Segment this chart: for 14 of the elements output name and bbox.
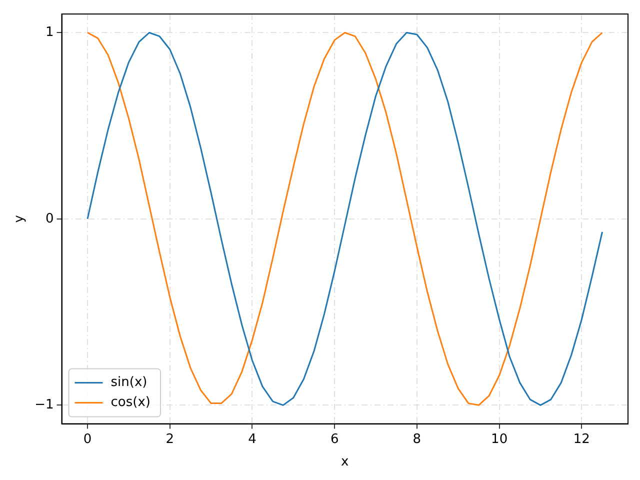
legend-label: cos(x) bbox=[110, 395, 150, 410]
x-tick-label: 8 bbox=[412, 432, 422, 447]
x-tick-label: 0 bbox=[83, 432, 92, 447]
x-tick-label: 10 bbox=[491, 432, 508, 447]
legend-label: sin(x) bbox=[110, 375, 148, 390]
y-tick-label: 1 bbox=[45, 25, 54, 40]
x-tick-label: 4 bbox=[248, 432, 256, 447]
x-axis-title: x bbox=[341, 454, 350, 470]
y-axis-title: y bbox=[12, 214, 28, 223]
x-tick-label: 6 bbox=[330, 432, 339, 447]
y-tick-label: −1 bbox=[34, 398, 54, 413]
y-tick-label: 0 bbox=[45, 211, 54, 226]
x-tick-label: 2 bbox=[166, 432, 174, 447]
x-tick-label: 12 bbox=[573, 432, 590, 447]
